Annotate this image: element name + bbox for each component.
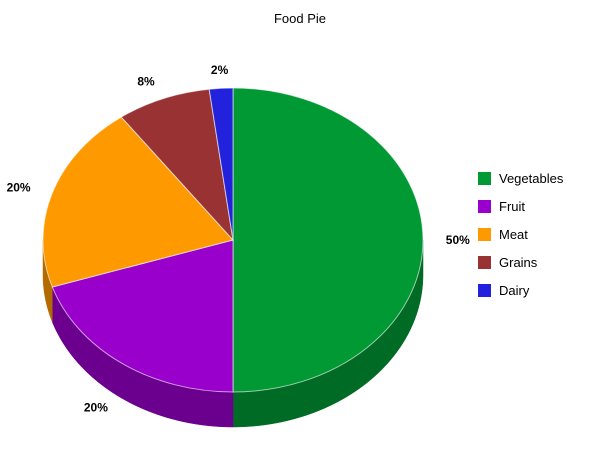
pie-label-grains: 8% — [137, 75, 155, 89]
pie-label-meat: 20% — [7, 180, 31, 194]
pie-slice-dairy — [208, 87, 234, 241]
legend-label-fruit: Fruit — [499, 199, 525, 214]
legend-item-fruit: Fruit — [478, 199, 525, 214]
pie-slice-fruit — [51, 239, 234, 393]
legend-label-meat: Meat — [499, 227, 528, 242]
legend-swatch-fruit — [478, 200, 491, 213]
pie-slice-grains — [120, 88, 234, 242]
pie-label-vegetables: 50% — [446, 233, 470, 247]
legend-label-vegetables: Vegetables — [499, 171, 564, 186]
legend-label-dairy: Dairy — [499, 283, 530, 298]
legend-item-meat: Meat — [478, 227, 528, 242]
legend-item-vegetables: Vegetables — [478, 171, 564, 186]
legend-swatch-dairy — [478, 284, 491, 297]
pie-label-dairy: 2% — [211, 63, 229, 77]
legend: Vegetables Fruit Meat Grains Dairy — [478, 171, 564, 298]
pie-labels: 50% 20% 20% 8% 2% — [7, 63, 471, 414]
legend-item-dairy: Dairy — [478, 283, 530, 298]
legend-swatch-vegetables — [478, 172, 491, 185]
legend-label-grains: Grains — [499, 255, 538, 270]
legend-item-grains: Grains — [478, 255, 538, 270]
pie-slices — [42, 87, 424, 393]
pie-slice-vegetables — [232, 87, 424, 393]
legend-swatch-meat — [478, 228, 491, 241]
pie-slice-meat — [42, 116, 234, 288]
pie-label-fruit: 20% — [84, 401, 108, 415]
chart-title: Food Pie — [274, 11, 326, 26]
legend-swatch-grains — [478, 256, 491, 269]
